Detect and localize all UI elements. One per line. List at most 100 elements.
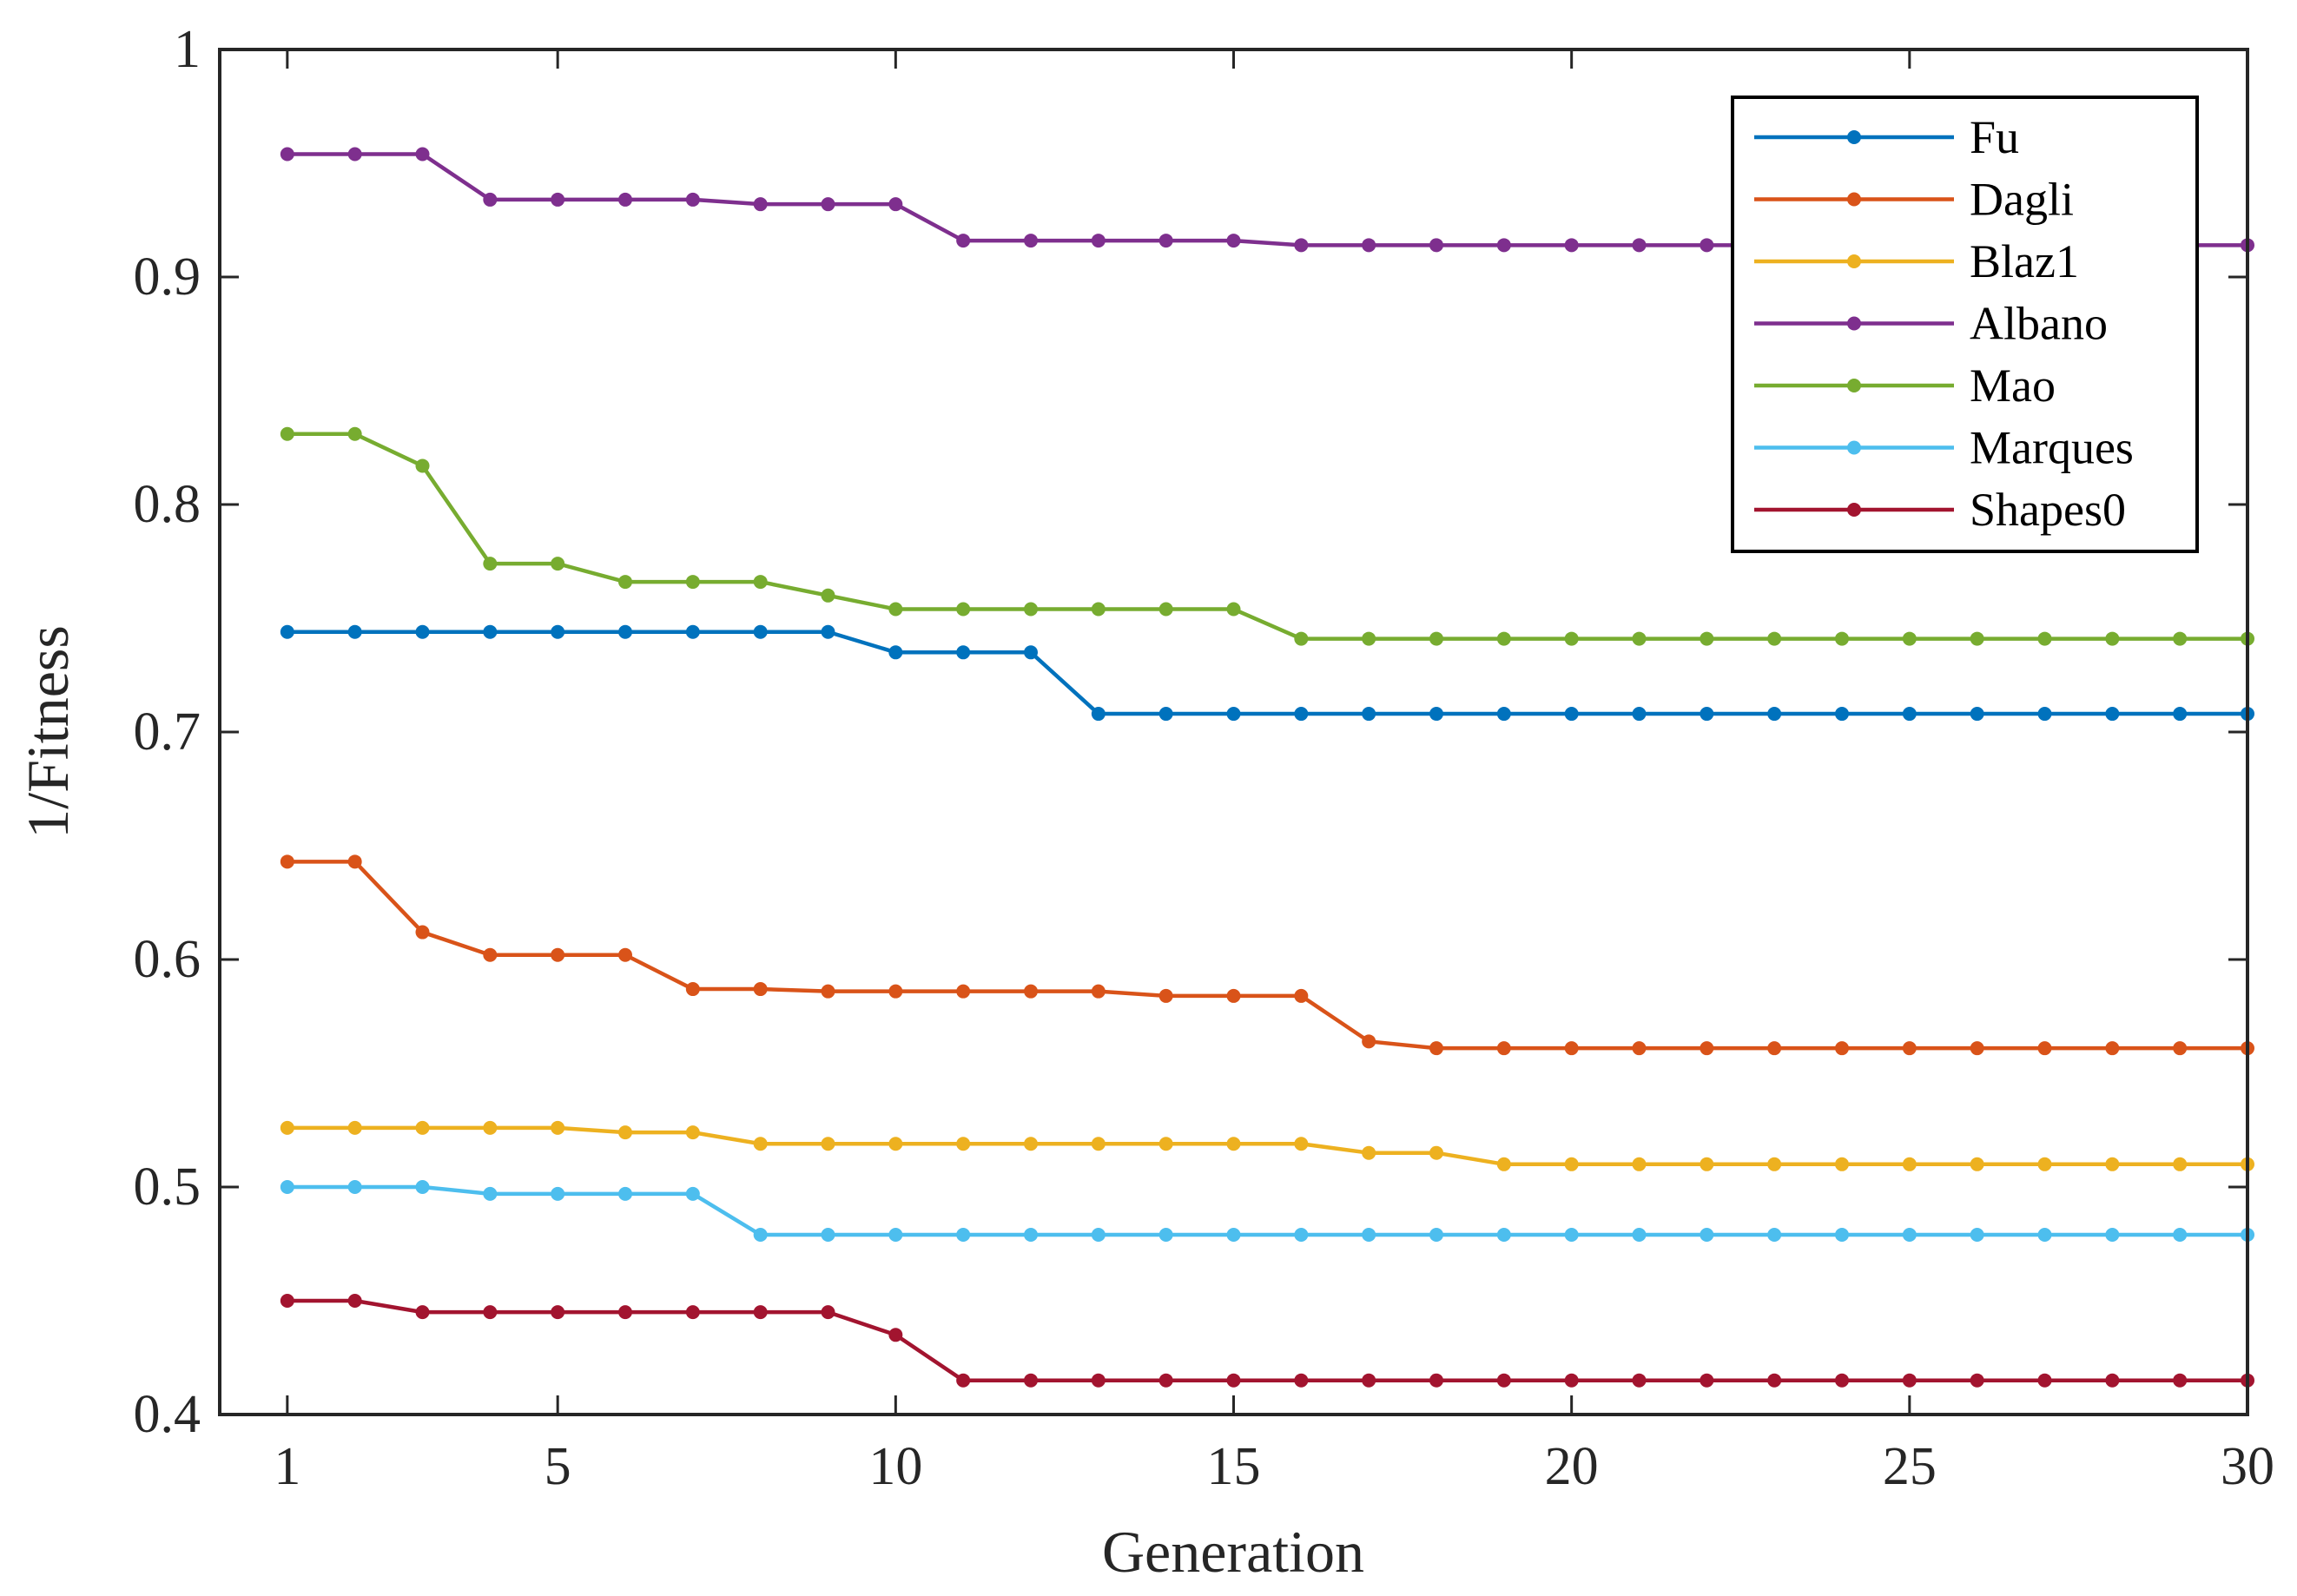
series-dagli <box>280 854 2254 1056</box>
data-point <box>280 624 294 639</box>
legend-label: Shapes0 <box>1970 484 2126 536</box>
data-point <box>2173 707 2188 722</box>
data-point <box>551 947 565 962</box>
data-point <box>1158 1137 1173 1151</box>
legend-item: Shapes0 <box>1754 484 2126 536</box>
data-point <box>1362 1034 1376 1049</box>
data-point <box>415 147 430 162</box>
data-point <box>685 1186 700 1201</box>
data-point <box>1902 1157 1917 1171</box>
data-point <box>1835 1041 1849 1056</box>
data-point <box>1294 1373 1309 1388</box>
data-point <box>2105 1373 2120 1388</box>
data-point <box>280 1180 294 1194</box>
legend-entries: Fu Dagli Blaz1 Albano Mao Marques Shapes0 <box>1754 111 2134 536</box>
data-point <box>483 1120 498 1135</box>
data-point <box>1226 234 1241 248</box>
legend-item: Blaz1 <box>1754 235 2079 287</box>
data-point <box>1767 1041 1782 1056</box>
data-point <box>551 192 565 207</box>
data-point <box>1496 631 1511 646</box>
data-point <box>1429 1228 1443 1243</box>
data-point <box>415 1120 430 1135</box>
series-line <box>287 860 2247 1051</box>
data-point <box>1564 238 1579 253</box>
data-point <box>956 1228 971 1243</box>
legend-swatch-marker <box>1847 316 1861 331</box>
data-point <box>1158 1373 1173 1388</box>
data-point <box>551 557 565 571</box>
data-point <box>1362 238 1376 253</box>
data-point <box>1902 1041 1917 1056</box>
data-point <box>1970 1041 1984 1056</box>
data-point <box>1700 631 1714 646</box>
data-point <box>1294 707 1309 722</box>
data-point <box>1429 238 1443 253</box>
data-point <box>1767 1228 1782 1243</box>
data-point <box>888 197 903 212</box>
data-point <box>347 854 362 869</box>
y-axis-title: 1/Fitness <box>15 625 81 839</box>
x-tick-label: 30 <box>2221 1437 2274 1496</box>
data-point <box>1294 1137 1309 1151</box>
data-point <box>280 426 294 441</box>
data-point <box>1024 1228 1038 1243</box>
data-point <box>753 624 768 639</box>
data-point <box>1496 1041 1511 1056</box>
data-point <box>618 1186 632 1201</box>
data-point <box>1024 984 1038 999</box>
data-point <box>1496 1373 1511 1388</box>
series-line <box>287 432 2247 641</box>
y-tick-label: 0.5 <box>134 1157 201 1217</box>
legend-swatch-marker <box>1847 192 1861 207</box>
data-point <box>1226 988 1241 1003</box>
plot-frame <box>218 48 2249 1416</box>
data-point <box>888 602 903 617</box>
data-point <box>888 1137 903 1151</box>
x-tick-label: 1 <box>274 1437 300 1496</box>
data-point <box>1835 1228 1849 1243</box>
data-point <box>1970 631 1984 646</box>
data-point <box>1564 1041 1579 1056</box>
data-point <box>1564 1228 1579 1243</box>
data-point <box>2105 707 2120 722</box>
y-tick-label: 0.7 <box>134 702 201 762</box>
data-point <box>1496 238 1511 253</box>
y-tick-label: 1 <box>174 20 201 79</box>
series-line <box>287 1184 2247 1237</box>
data-point <box>618 575 632 590</box>
data-point <box>1835 1157 1849 1171</box>
data-point <box>1632 631 1647 646</box>
data-point <box>2037 1228 2052 1243</box>
data-point <box>685 192 700 207</box>
data-point <box>1226 707 1241 722</box>
legend-item: Dagli <box>1754 174 2074 226</box>
data-point <box>956 984 971 999</box>
data-point <box>551 1186 565 1201</box>
data-point <box>1767 1373 1782 1388</box>
data-point <box>1767 1157 1782 1171</box>
data-point <box>1632 1228 1647 1243</box>
data-point <box>1429 1145 1443 1160</box>
data-point <box>1024 234 1038 248</box>
data-point <box>1226 1373 1241 1388</box>
data-point <box>685 1305 700 1320</box>
data-point <box>1902 707 1917 722</box>
data-point <box>1091 1228 1106 1243</box>
data-point <box>2105 1157 2120 1171</box>
data-point <box>1294 631 1309 646</box>
data-point <box>1429 631 1443 646</box>
data-point <box>415 624 430 639</box>
x-tick-label: 25 <box>1883 1437 1937 1496</box>
data-point <box>1902 631 1917 646</box>
data-point <box>347 1294 362 1308</box>
data-point <box>1024 645 1038 660</box>
data-point <box>1429 1373 1443 1388</box>
data-point <box>618 192 632 207</box>
data-point <box>415 1305 430 1320</box>
legend: Fu Dagli Blaz1 Albano Mao Marques Shapes0 <box>1731 96 2199 553</box>
legend-swatch-marker <box>1847 503 1861 517</box>
y-tick-label: 0.8 <box>134 475 201 534</box>
data-point <box>1226 1228 1241 1243</box>
legend-swatch-marker <box>1847 130 1861 144</box>
